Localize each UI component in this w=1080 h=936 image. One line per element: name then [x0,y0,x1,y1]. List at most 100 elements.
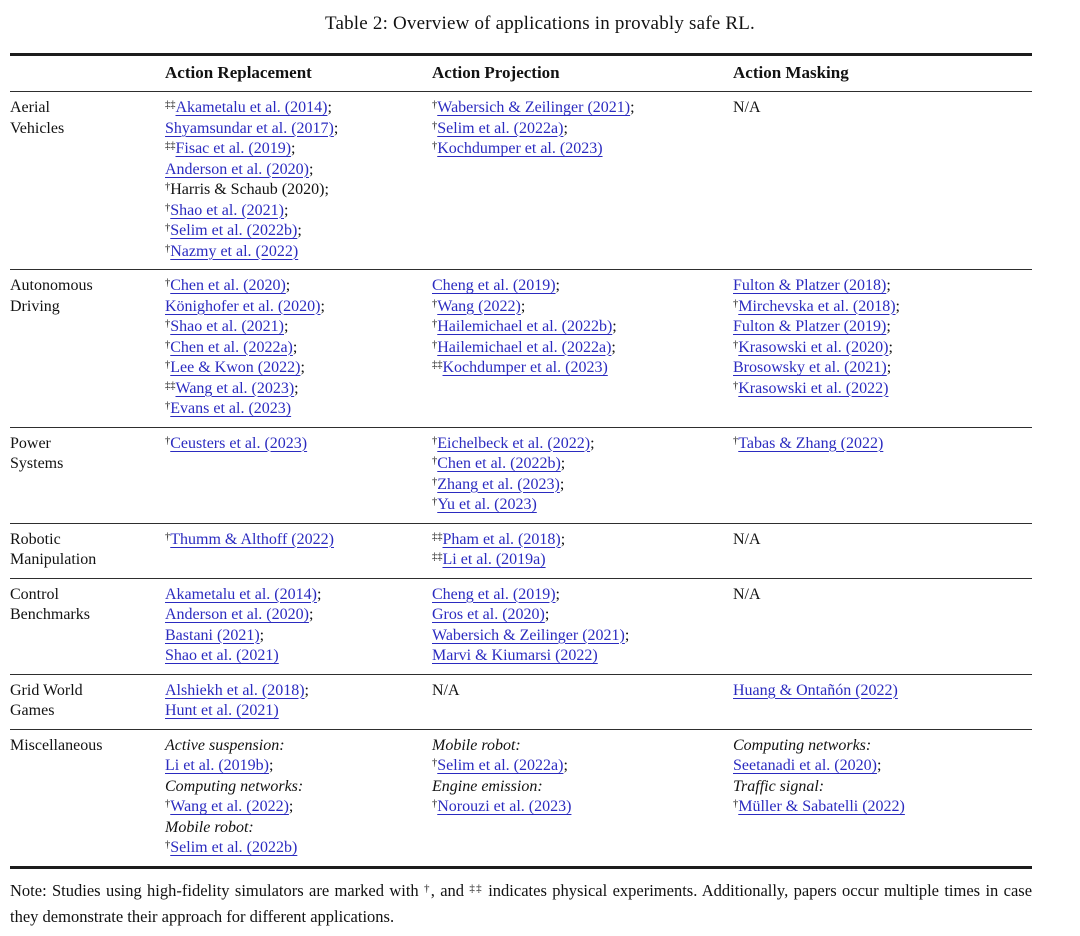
separator: ; [268,757,274,774]
citation-link[interactable]: Eichelbeck et al. (2022) [437,434,591,452]
citation-link[interactable]: Hailemichael et al. (2022a) [437,338,612,356]
separator: ; [308,160,314,178]
cell-action-replacement: Alshiekh et al. (2018); Hunt et al. (2021… [165,681,432,722]
citation-line: Anderson et al. (2020); [165,160,432,181]
citation-link[interactable]: Li et al. (2019b) [165,757,269,774]
citation-link[interactable]: Chen et al. (2022a) [170,338,293,356]
separator: ; [320,297,325,315]
cell-action-replacement: Akametalu et al. (2014); Anderson et al. … [165,585,432,667]
citation-link[interactable]: Müller & Sabatelli (2022) [738,798,905,815]
citation-link[interactable]: Pham et al. (2018) [442,530,561,548]
citation-line: N/A [733,585,1032,606]
citation-link[interactable]: Lee & Kwon (2022) [170,359,301,376]
table-row-grid-world-games: Grid World Games Alshiekh et al. (2018); H… [10,675,1032,730]
citation-line: Fulton & Platzer (2019); [733,317,1032,338]
citation-link[interactable]: Wabersich & Zeilinger (2021) [437,99,631,116]
dagger-marker: † [432,99,438,111]
citation-link[interactable]: Seetanadi et al. (2020) [733,757,877,774]
dagger-marker: † [432,455,438,467]
citation-link[interactable]: Selim et al. (2022b) [170,222,298,239]
citation-link[interactable]: Chen et al. (2020) [170,277,286,294]
table-row-control-benchmarks: Control Benchmarks Akametalu et al. (2014… [10,579,1032,675]
citation-link[interactable]: Wang et al. (2023) [175,379,295,397]
citation-link[interactable]: Hailemichael et al. (2022b) [437,318,613,335]
citation-link[interactable]: Selim et al. (2022b) [170,839,298,856]
double-dagger-marker: ‡‡ [432,359,443,371]
citation-link[interactable]: Könighofer et al. (2020) [165,297,321,315]
citation-text: Harris & Schaub (2020) [170,181,325,198]
citation-link[interactable]: Wang (2022) [437,297,521,315]
citation-link[interactable]: Evans et al. (2023) [170,400,292,417]
cell-action-masking: N/A [733,530,1032,571]
citation-line: Shyamsundar et al. (2017); [165,119,432,140]
citation-link[interactable]: Anderson et al. (2020) [165,160,309,178]
citation-link[interactable]: Gros et al. (2020) [432,606,545,623]
category-label: Computing networks: [733,736,872,754]
cell-action-projection: †Wabersich & Zeilinger (2021); †Selim et … [432,98,733,262]
citation-link[interactable]: Chen et al. (2022b) [437,455,561,472]
citation-link[interactable]: Thumm & Althoff (2022) [170,530,334,548]
citation-link[interactable]: Anderson et al. (2020) [165,606,309,623]
table-note: Note: Studies using high-fidelity simula… [10,880,1033,927]
citation-link[interactable]: Krasowski et al. (2022) [738,379,889,397]
citation-link[interactable]: Cheng et al. (2019) [432,585,556,603]
cell-action-projection: Cheng et al. (2019); †Wang (2022); †Hailem… [432,276,733,420]
citation-link[interactable]: Selim et al. (2022a) [437,119,564,137]
citation-link[interactable]: Li et al. (2019a) [442,551,546,568]
citation-link[interactable]: Marvi & Kiumarsi (2022) [432,647,598,664]
citation-link[interactable]: Wabersich & Zeilinger (2021) [432,626,625,644]
citation-link[interactable]: Ceusters et al. (2023) [170,434,308,452]
citation-line: Gros et al. (2020); [432,605,733,626]
citation-link[interactable]: Tabas & Zhang (2022) [738,434,884,452]
citation-link[interactable]: Shao et al. (2021) [165,647,279,664]
citation-link[interactable]: Shyamsundar et al. (2017) [165,119,334,137]
citation-line: Hunt et al. (2021) [165,701,432,722]
citation-link[interactable]: Selim et al. (2022a) [437,757,564,774]
citation-link[interactable]: Alshiekh et al. (2018) [165,681,305,699]
citation-link[interactable]: Akametalu et al. (2014) [175,99,328,116]
double-dagger-marker: ‡‡ [432,551,443,563]
cell-action-replacement: †Thumm & Althoff (2022) [165,530,432,571]
citation-link[interactable]: Cheng et al. (2019) [432,277,556,294]
dagger-marker: † [165,839,171,851]
citation-link[interactable]: Hunt et al. (2021) [165,702,279,719]
citation-link[interactable]: Fisac et al. (2019) [175,140,292,157]
citation-link[interactable]: Fulton & Platzer (2019) [733,318,887,335]
citation-link[interactable]: Nazmy et al. (2022) [170,242,299,260]
dagger-marker: † [165,339,171,350]
citation-link[interactable]: Huang & Ontañón (2022) [733,681,898,699]
citation-link[interactable]: Shao et al. (2021) [170,201,284,219]
citation-line: ‡‡Akametalu et al. (2014); [165,98,432,119]
citation-line: †Chen et al. (2022b); [432,454,733,475]
separator: ; [284,318,289,335]
citation-link[interactable]: Akametalu et al. (2014) [165,585,317,603]
citation-line: ‡‡Fisac et al. (2019); [165,139,432,160]
column-header-empty [10,62,165,84]
citation-link[interactable]: Shao et al. (2021) [170,318,284,335]
citation-link[interactable]: Wang et al. (2022) [170,798,289,815]
citation-link[interactable]: Mirchevska et al. (2018) [738,297,896,315]
table-row-miscellaneous: Miscellaneous Active suspension: Li et al.… [10,730,1032,869]
citation-link[interactable]: Bastani (2021) [165,626,260,644]
citation-link[interactable]: Norouzi et al. (2023) [437,798,572,815]
citation-line: †Lee & Kwon (2022); [165,358,432,379]
citation-line: Active suspension: [165,736,432,757]
citation-line: †Wang et al. (2022); [165,797,432,818]
category-label: Engine emission: [432,777,543,795]
citation-line: †Wabersich & Zeilinger (2021); [432,98,733,119]
citation-link[interactable]: Brosowsky et al. (2021) [733,359,887,376]
citation-link[interactable]: Zhang et al. (2023) [437,475,560,493]
citation-link[interactable]: Yu et al. (2023) [437,496,537,513]
separator: ; [324,181,329,198]
citation-link[interactable]: Kochdumper et al. (2023) [442,359,608,376]
citation-line: †Norouzi et al. (2023) [432,797,733,818]
separator: ; [886,318,891,335]
citation-link[interactable]: Fulton & Platzer (2018) [733,277,887,294]
dagger-marker: † [165,243,171,254]
dagger-marker: † [432,140,438,152]
citation-link[interactable]: Krasowski et al. (2020) [738,338,889,356]
citation-line: †Selim et al. (2022b); [165,221,432,242]
cell-action-projection: Mobile robot: †Selim et al. (2022a); Engin… [432,736,733,859]
citation-link[interactable]: Kochdumper et al. (2023) [437,140,603,157]
dagger-marker: † [165,181,171,193]
